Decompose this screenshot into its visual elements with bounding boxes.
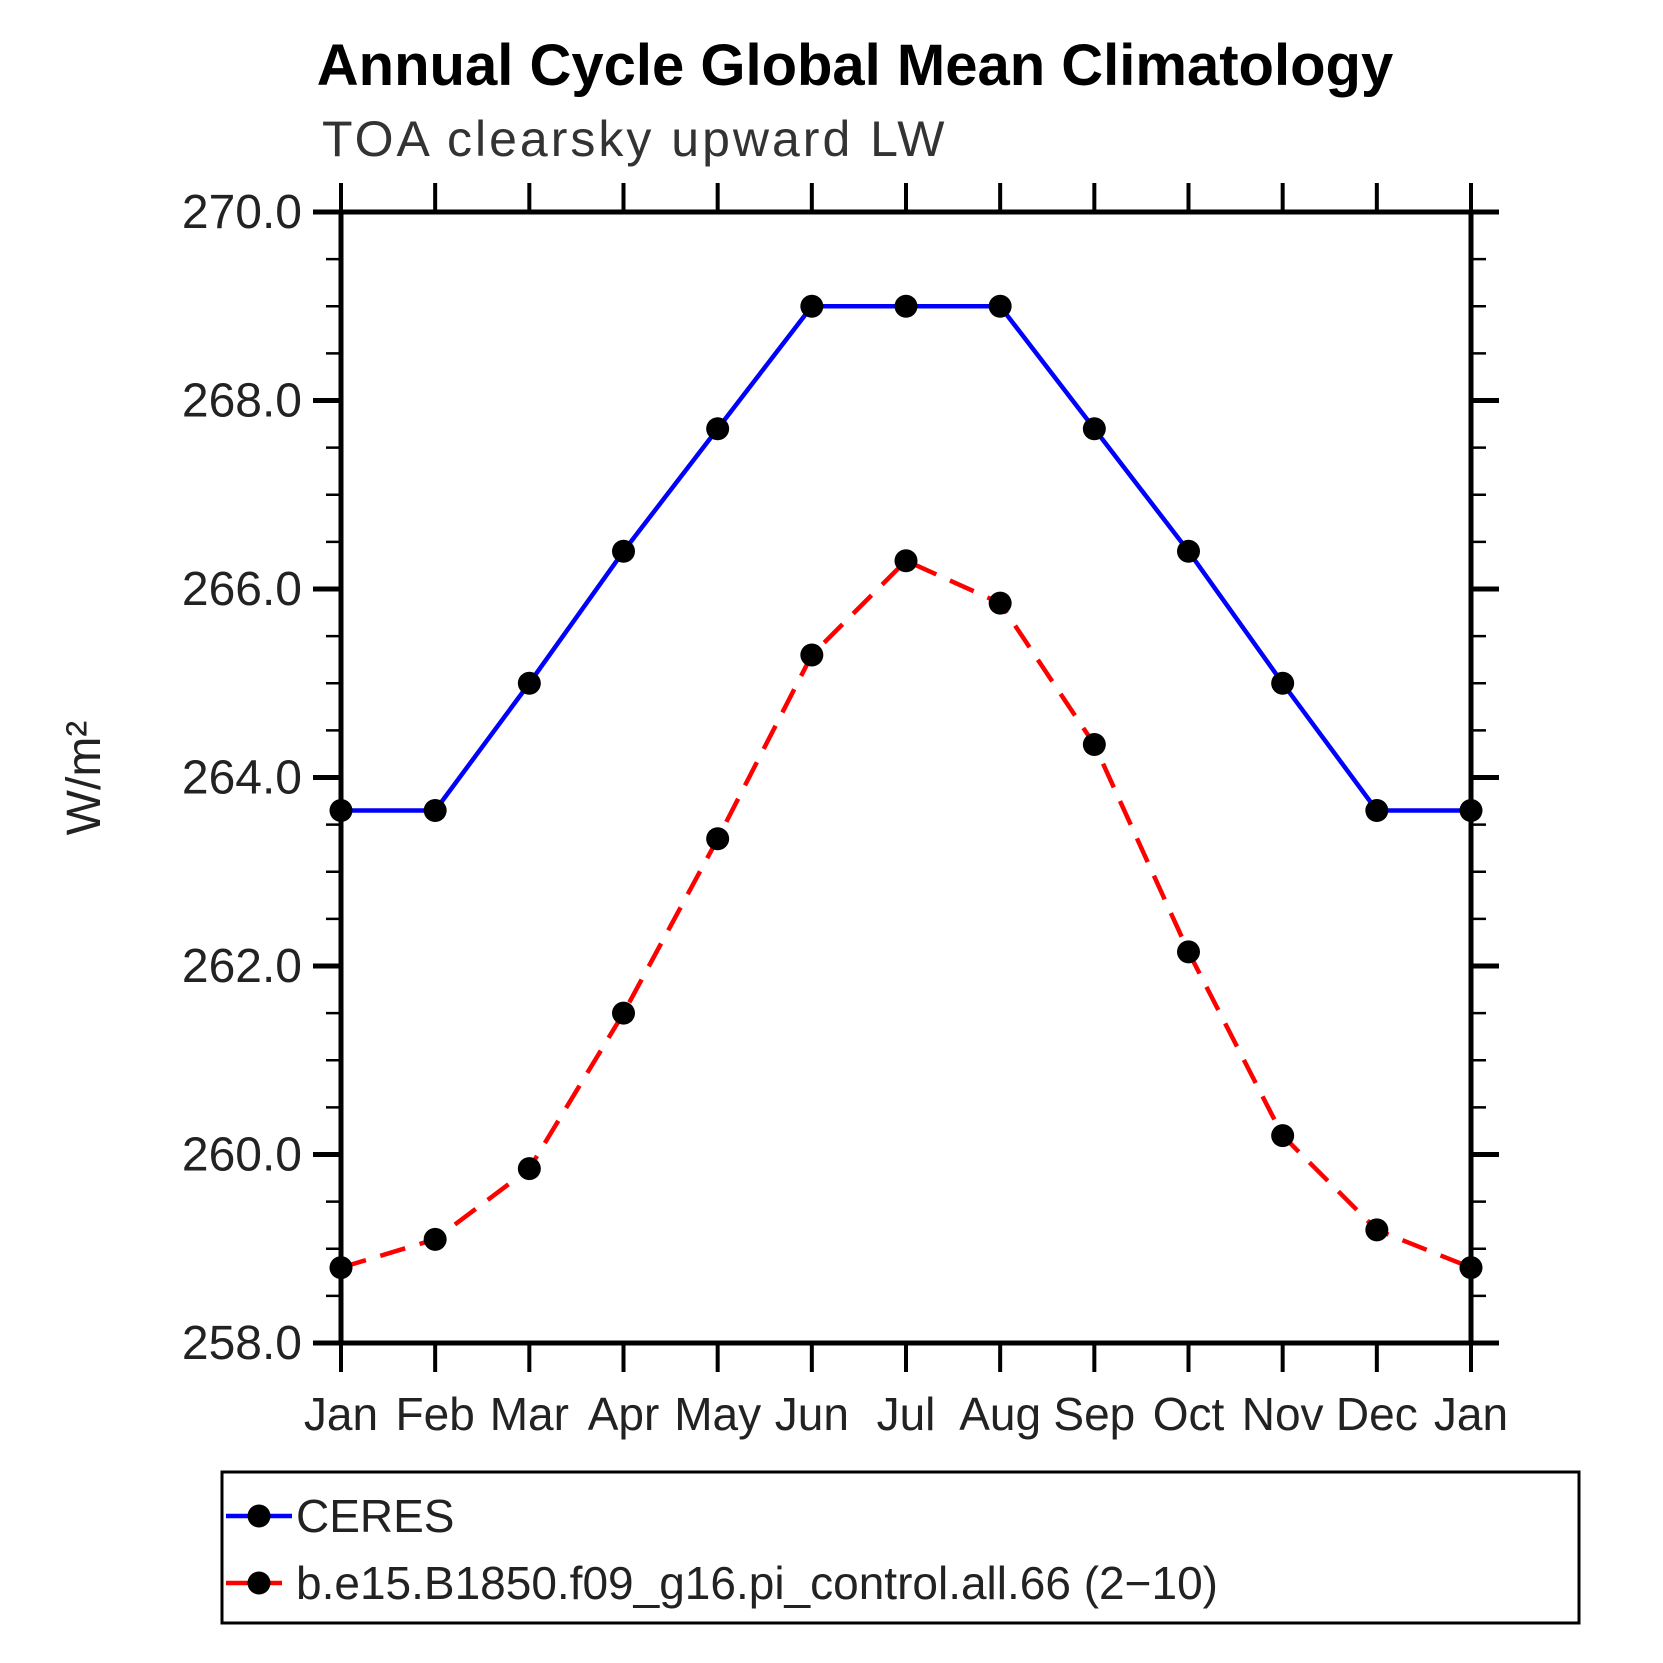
y-tick-label: 258.0 [182,1317,302,1370]
data-point-marker [517,671,541,695]
legend-marker [247,1571,271,1595]
data-point-marker [1365,798,1389,822]
data-point-marker [423,798,447,822]
x-tick-label: Jan [1434,1388,1508,1440]
data-point-marker [800,294,824,318]
data-point-marker [988,294,1012,318]
x-tick-label: May [674,1388,761,1440]
data-point-marker [1271,671,1295,695]
data-point-marker [894,549,918,573]
data-point-marker [612,539,635,563]
y-axis-label: W/m² [58,721,111,836]
x-tick-label: Apr [588,1388,660,1440]
axis-tick-labels: Jan Feb Mar Apr May Jun Jul Aug Sep Oct Nov Dec Jan2… [182,186,1508,1440]
data-point-marker [517,1157,541,1181]
x-tick-label: Mar [490,1388,569,1440]
data-point-marker [1459,1256,1483,1280]
x-tick-label: Jun [775,1388,849,1440]
data-point-marker [1177,539,1200,563]
data-point-marker [1459,798,1483,822]
data-point-marker [706,827,730,851]
y-tick-label: 268.0 [182,375,302,428]
y-tick-label: 262.0 [182,940,302,993]
series-line-model [340,558,1472,1270]
y-tick-label: 264.0 [182,752,302,805]
x-tick-label: Jul [877,1388,936,1440]
data-point-marker [329,1256,353,1280]
legend-box [220,1470,1581,1625]
x-tick-label: Dec [1336,1388,1418,1440]
legend-label: b.e15.B1850.f09_g16.pi_control.all.66 (2… [296,1557,1218,1609]
x-tick-label: Feb [396,1388,475,1440]
data-point-marker [706,417,730,441]
series-lines [329,294,1483,1280]
axis-ticks [313,183,1499,1372]
data-point-marker [988,591,1012,615]
data-point-marker [1082,733,1106,757]
data-point-marker [329,798,353,822]
data-point-marker [612,1001,635,1025]
data-point-marker [423,1227,447,1251]
y-tick-label: 270.0 [182,186,302,239]
legend-label: CERES [296,1490,454,1542]
data-point-marker [1271,1124,1295,1148]
data-point-marker [1177,940,1200,964]
x-tick-label: Aug [959,1388,1041,1440]
chart-title: Annual Cycle Global Mean Climatology [317,33,1393,98]
data-point-marker [1082,417,1106,441]
data-point-marker [1365,1218,1389,1242]
x-tick-label: Nov [1242,1388,1324,1440]
data-point-marker [894,294,918,318]
x-tick-label: Sep [1053,1388,1135,1440]
data-point-marker [800,643,824,667]
y-tick-label: 260.0 [182,1129,302,1182]
legend-marker [247,1504,271,1528]
x-tick-label: Oct [1153,1388,1225,1440]
legend: CERES b.e15.B1850.f09_g16.pi_control.all.… [220,1470,1581,1625]
chart-subtitle: TOA clearsky upward LW [322,111,947,167]
y-tick-label: 266.0 [182,563,302,616]
x-tick-label: Jan [304,1388,378,1440]
